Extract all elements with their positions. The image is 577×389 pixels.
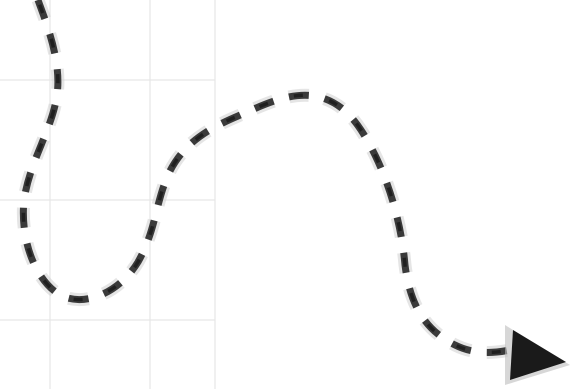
- dashed-path-core: [21, 0, 511, 355]
- dashed-path: [19, 0, 511, 356]
- background-grid: [0, 0, 216, 389]
- dashed-path-halo: [16, 0, 512, 359]
- arrowhead-icon: [505, 325, 570, 385]
